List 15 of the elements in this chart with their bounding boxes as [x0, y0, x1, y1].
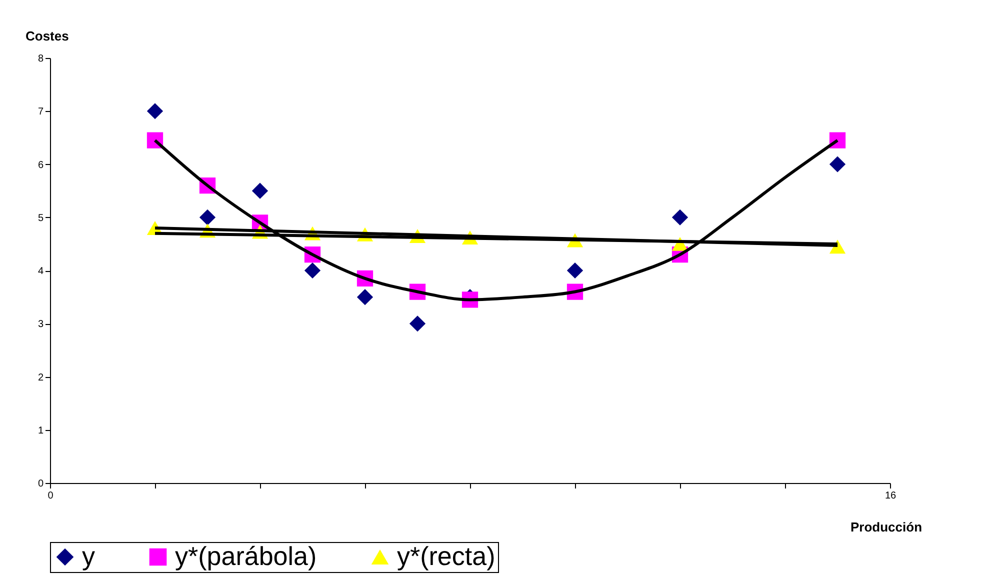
legend-label: y*(parábola)	[175, 541, 317, 571]
y-tick-label: 5	[38, 212, 44, 224]
y-tick-label: 4	[38, 266, 44, 277]
y-tick-label: 0	[38, 478, 44, 490]
legend-label: y*(recta)	[397, 541, 496, 571]
x-axis-title: Producción	[850, 520, 922, 534]
y-axis-title: Costes	[26, 28, 69, 44]
y-tick-label: 8	[38, 54, 44, 64]
y-tick-label: 6	[38, 160, 44, 171]
y-tick-label: 3	[38, 319, 44, 330]
y-tick-label: 1	[38, 425, 44, 436]
x-tick-label: 16	[884, 490, 896, 502]
legend-label: y	[82, 541, 95, 571]
y-tick-label: 2	[38, 372, 44, 384]
y-tick-label: 7	[38, 106, 44, 118]
